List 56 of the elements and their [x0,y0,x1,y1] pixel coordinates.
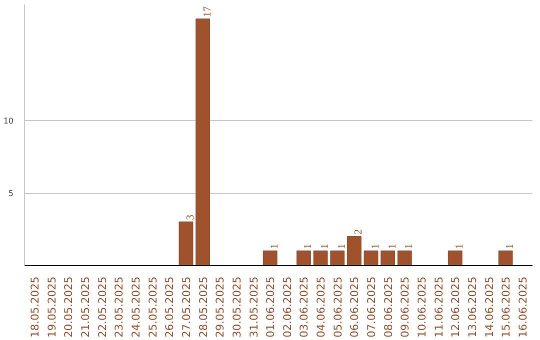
data-label: 1 [387,244,398,249]
data-label: 1 [303,244,314,249]
x-tick-label: 08.06.2025 [382,276,395,338]
data-label: 1 [270,244,281,249]
bar [196,18,210,266]
x-tick-label: 21.05.2025 [79,276,92,338]
x-tick-label: 11.06.2025 [432,276,446,338]
data-label: 2 [354,229,365,234]
x-tick-label: 31.05.2025 [247,276,260,338]
data-label: 1 [505,244,516,249]
x-tick-label: 12.06.2025 [449,276,462,338]
x-tick-label: 23.05.2025 [112,276,126,338]
x-tick-label: 04.06.2025 [314,276,328,338]
bar [178,222,194,266]
bar [380,250,396,266]
x-tick-label: 18.05.2025 [28,276,42,338]
x-tick-label: 25.05.2025 [146,276,160,338]
x-tick-label: 14.06.2025 [482,276,496,338]
x-tick-label: 09.06.2025 [398,276,412,338]
data-label: 1 [320,244,332,249]
x-tick-label: 26.05.2025 [163,276,176,338]
data-label: 1 [454,244,466,249]
bar [448,250,462,266]
bar [262,250,278,266]
x-tick-label: 24.05.2025 [130,276,143,338]
x-tick-label: 10.06.2025 [415,276,428,338]
data-label: 1 [336,244,348,249]
x-tick-label: 02.06.2025 [280,276,294,338]
data-label: 1 [370,244,382,249]
bar [364,250,378,266]
x-tick-label: 30.05.2025 [230,276,244,338]
x-tick-label: 22.05.2025 [96,276,109,338]
bar [346,236,362,266]
bar [397,250,412,266]
data-label: 17 [202,6,214,17]
y-tick-label: 5 [8,189,14,198]
x-tick-label: 01.06.2025 [264,276,278,338]
x-tick-label: 27.05.2025 [180,276,193,338]
data-label: 1 [404,244,416,249]
y-tick-label: 10 [3,116,14,126]
bar [498,250,513,266]
x-tick-label: 19.05.2025 [45,276,58,338]
bar [330,250,345,266]
x-tick-label: 15.06.2025 [500,276,513,338]
x-tick-label: 13.06.2025 [466,276,479,338]
bar [296,250,311,266]
x-tick-label: 16.06.2025 [516,276,530,338]
x-tick-label: 29.05.2025 [214,276,227,338]
x-tick-label: 20.05.2025 [62,276,76,338]
x-tick-label: 28.05.2025 [196,276,210,338]
x-tick-label: 06.06.2025 [348,276,362,338]
x-tick-label: 03.06.2025 [298,276,311,338]
bar [313,250,328,266]
x-tick-label: 05.06.2025 [331,276,344,338]
data-label: 3 [185,214,196,220]
x-tick-label: 07.06.2025 [365,276,378,338]
